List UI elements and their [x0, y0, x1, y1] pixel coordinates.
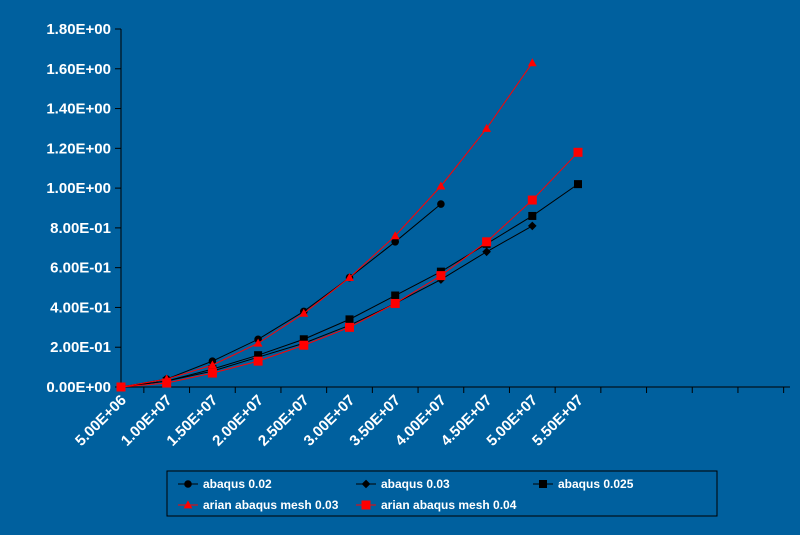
- data-point: [207, 368, 217, 378]
- axes: [115, 28, 790, 393]
- data-point: [345, 322, 354, 332]
- legend-label: abaqus 0.025: [558, 477, 634, 491]
- series-layer: [116, 58, 583, 392]
- data-point: [253, 338, 263, 347]
- data-point: [436, 181, 446, 190]
- data-point: [391, 291, 400, 300]
- legend-box: [166, 470, 718, 517]
- legend-marker: [184, 480, 192, 488]
- series-line: [120, 203, 442, 388]
- data-point: [207, 360, 217, 369]
- legend-label: arian abaqus mesh 0.03: [203, 498, 339, 512]
- data-point: [391, 238, 400, 246]
- data-point: [528, 211, 537, 220]
- data-point: [390, 298, 400, 308]
- y-tick-labels: 0.00E+00 2.00E-01 4.00E-01 6.00E-01 8.00E-01…: [46, 21, 111, 396]
- data-point: [573, 147, 583, 157]
- data-point: [482, 247, 491, 257]
- y-tick-label: 8.00E-01: [50, 220, 111, 237]
- data-point: [345, 272, 354, 281]
- series-line: [120, 62, 533, 388]
- data-point: [527, 58, 537, 67]
- y-tick-label: 1.40E+00: [46, 101, 111, 118]
- data-point: [436, 271, 446, 281]
- data-point: [299, 340, 309, 350]
- y-tick-label: 1.20E+00: [46, 140, 111, 157]
- legend-item: abaqus 0.025: [533, 477, 634, 491]
- y-tick-label: 1.60E+00: [46, 61, 111, 78]
- data-point: [437, 200, 445, 208]
- data-point: [527, 221, 537, 231]
- legend-label: abaqus 0.03: [381, 477, 450, 491]
- data-point: [482, 123, 492, 132]
- legend-item: abaqus 0.02: [178, 477, 272, 491]
- legend-marker: [539, 480, 547, 488]
- data-point: [345, 315, 354, 324]
- data-point: [162, 378, 172, 388]
- data-point: [574, 180, 582, 189]
- data-point: [527, 195, 537, 205]
- legend-item: abaqus 0.03: [356, 477, 450, 491]
- legend-label: abaqus 0.02: [203, 477, 272, 491]
- y-tick-label: 2.00E-01: [50, 339, 111, 356]
- data-point: [390, 231, 400, 240]
- series-5: [116, 147, 583, 392]
- legend-marker: [183, 500, 193, 509]
- legend-item: arian abaqus mesh 0.04: [356, 498, 517, 512]
- y-tick-label: 1.00E+00: [46, 180, 111, 197]
- y-tick-label: 4.00E-01: [50, 299, 111, 316]
- legend-item: arian abaqus mesh 0.03: [178, 498, 339, 512]
- legend: abaqus 0.02 abaqus 0.03 abaqus 0.025 arian …: [166, 470, 718, 517]
- legend-marker: [361, 500, 371, 510]
- data-point: [253, 356, 263, 366]
- legend-label: arian abaqus mesh 0.04: [381, 498, 517, 512]
- y-tick-label: 6.00E-01: [50, 260, 111, 277]
- data-point: [116, 382, 126, 392]
- series-line: [120, 225, 533, 388]
- data-point: [482, 237, 492, 247]
- data-point: [299, 308, 309, 317]
- y-tick-label: 1.80E+00: [46, 21, 111, 38]
- legend-marker: [361, 479, 371, 489]
- y-tick-label: 0.00E+00: [46, 379, 111, 396]
